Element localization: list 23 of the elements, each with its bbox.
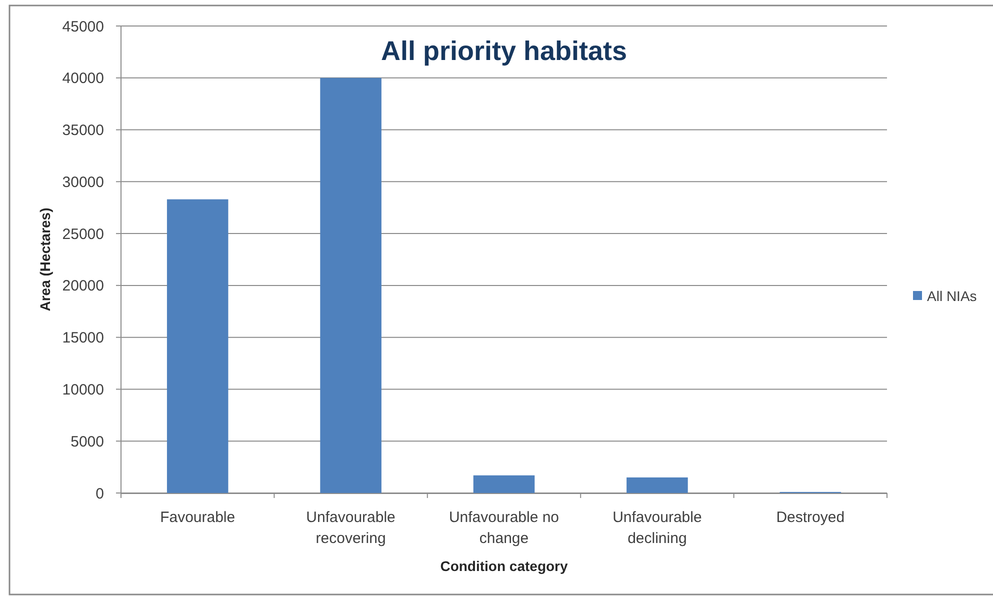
y-axis-title: Area (Hectares) [37, 208, 53, 312]
bar [320, 78, 382, 493]
y-tick-label: 15000 [62, 330, 104, 347]
bar [473, 475, 535, 493]
x-tick-label: Favourable [160, 509, 236, 526]
y-tick-label: 10000 [62, 381, 104, 398]
bar [166, 199, 228, 493]
x-tick-label: Destroyed [776, 509, 845, 526]
y-tick-label: 35000 [62, 122, 104, 140]
y-tick-label: 5000 [70, 433, 104, 450]
y-tick-label: 0 [96, 485, 104, 502]
y-tick-label: 45000 [62, 18, 104, 36]
legend-label: All NIAs [927, 288, 977, 304]
y-tick-label: 30000 [62, 174, 104, 191]
y-tick-label: 40000 [62, 70, 104, 88]
bar [626, 477, 688, 493]
x-tick-label: Unfavourable recovering [306, 509, 396, 547]
x-tick-label: Unfavourable declining [612, 509, 702, 547]
y-tick-label: 20000 [62, 278, 104, 295]
x-tick-label: Unfavourable no change [448, 509, 560, 547]
chart-title: All priority habitats [380, 36, 628, 66]
x-axis-title: Condition category [440, 558, 568, 574]
y-tick-label: 25000 [62, 226, 104, 243]
